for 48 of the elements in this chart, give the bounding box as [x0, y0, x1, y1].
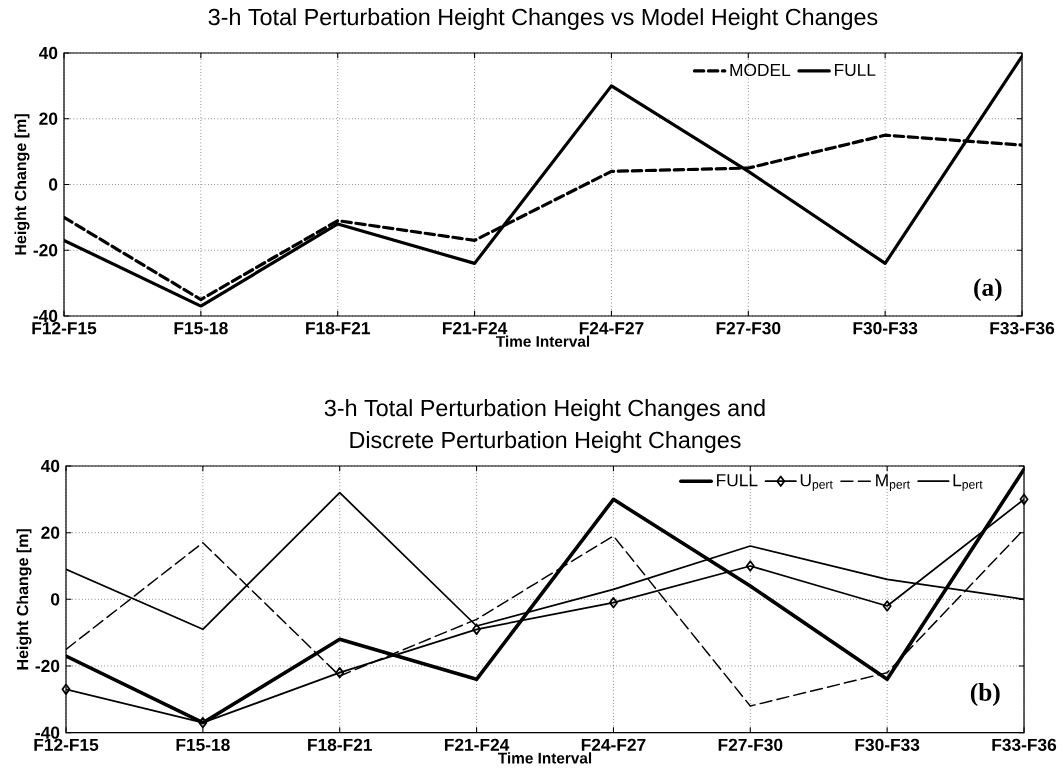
y-tick-label: 40 — [40, 459, 60, 473]
legend-label: M$_{pert}$ — [876, 474, 910, 492]
legend-label: FULL — [835, 63, 876, 77]
y-tick-label: 0 — [49, 178, 58, 191]
x-tick-label: F18-F21 — [306, 322, 370, 335]
x-tick-label: F21-F24 — [444, 738, 510, 751]
y-axis-title: Height Change [m] — [14, 114, 30, 255]
y-tick-label: -40 — [35, 726, 60, 739]
x-tick-label: F30-F33 — [855, 738, 920, 751]
point — [335, 667, 345, 679]
legend-label: U$_{pert}$ — [800, 474, 833, 492]
point — [608, 596, 618, 609]
point — [198, 716, 208, 729]
y-tick-label: 40 — [38, 46, 58, 60]
annotation: (b) — [970, 683, 1000, 707]
x-tick-label: F24-F27 — [581, 738, 646, 751]
x-tick-label: F15-18 — [176, 738, 230, 751]
x-tick-label: F33-F36 — [992, 738, 1057, 751]
annotation: (a) — [974, 278, 1002, 302]
point — [745, 560, 755, 572]
x-tick-label: F27-F30 — [716, 322, 781, 335]
x-tick-label: F12-F15 — [34, 738, 99, 751]
point — [61, 683, 71, 696]
y-tick-label: 20 — [41, 526, 60, 539]
x-tick-label: F24-F27 — [579, 322, 644, 335]
point — [1019, 493, 1029, 505]
legend-label: MODEL — [730, 63, 791, 77]
x-tick-label: F18-F21 — [308, 738, 372, 751]
point — [882, 600, 892, 612]
x-tick-label: F21-F24 — [442, 322, 508, 335]
chart-title: 3-h Total Perturbation Height Changes and Discrete Perturbation Height Changes — [324, 399, 765, 453]
x-tick-label: F30-F33 — [853, 322, 918, 335]
y-tick-label: -40 — [33, 309, 58, 323]
x-axis-title: Time Interval — [498, 752, 592, 764]
y-tick-label: -20 — [35, 659, 60, 673]
y-tick-label: -20 — [33, 244, 58, 257]
x-axis-title: Time Interval — [496, 335, 590, 347]
x-tick-label: F27-F30 — [718, 738, 783, 751]
y-axis-title: Height Change [m] — [16, 529, 32, 670]
x-tick-label: F12-F15 — [32, 322, 97, 335]
y-tick-label: 0 — [51, 593, 60, 606]
x-tick-label: F15-18 — [174, 322, 228, 335]
y-tick-label: 20 — [39, 112, 58, 125]
chart-title: 3-h Total Perturbation Height Changes vs Model Height Changes — [208, 8, 878, 30]
point — [472, 623, 482, 635]
legend-label: FULL — [717, 474, 758, 487]
x-tick-label: F33-F36 — [990, 322, 1055, 335]
legend-label: L$_{pert}$ — [953, 474, 983, 492]
